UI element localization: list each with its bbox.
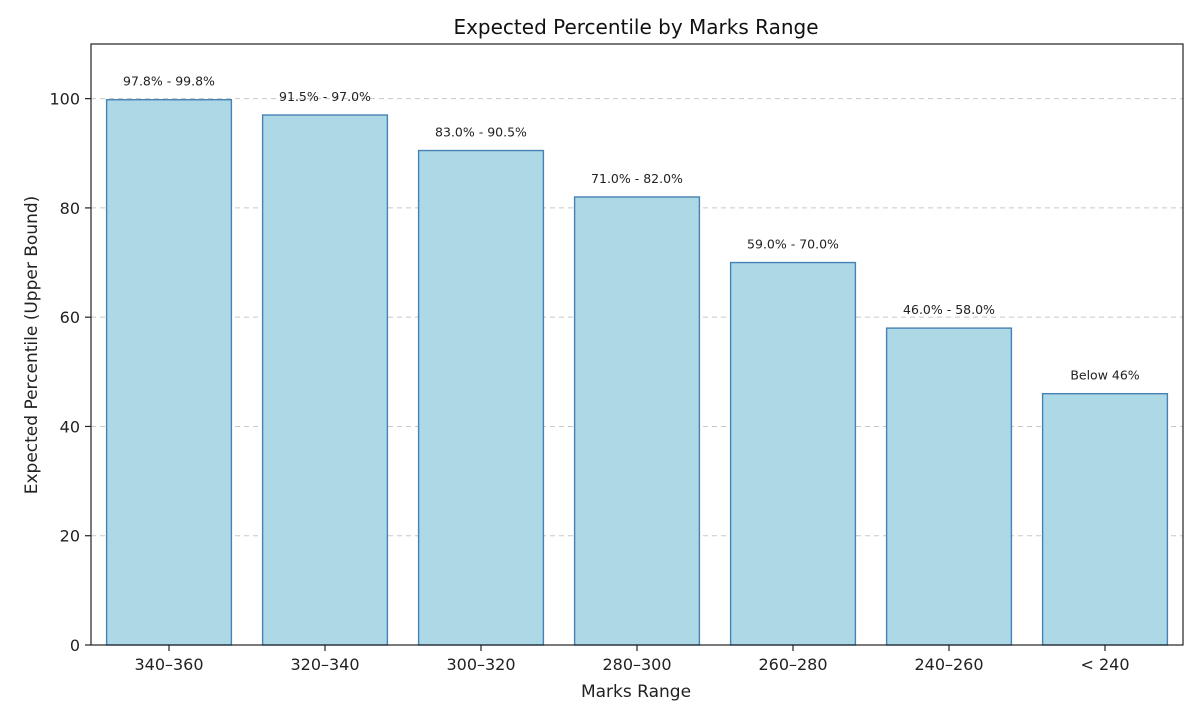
- bar: [1041, 392, 1169, 646]
- x-axis-label: Marks Range: [581, 682, 691, 702]
- bar: [729, 261, 857, 646]
- x-tick-label: < 240: [1080, 655, 1129, 674]
- y-tick-label: 80: [60, 199, 80, 218]
- bar: [417, 149, 545, 646]
- bar-value-label: Below 46%: [1070, 368, 1139, 383]
- bar: [105, 99, 233, 646]
- y-tick-label: 60: [60, 308, 80, 327]
- y-tick-label: 0: [70, 636, 80, 655]
- x-tick-label: 260–280: [758, 655, 827, 674]
- bar-value-labels: 97.8% - 99.8% 91.5% - 97.0% 83.0% - 90.5% 7…: [123, 74, 1140, 383]
- bar-value-label: 59.0% - 70.0%: [747, 237, 839, 252]
- chart-title: Expected Percentile by Marks Range: [453, 15, 818, 39]
- x-axis: 340–360 320–340 300–320 280–300 260–280 240–2…: [134, 645, 1130, 674]
- y-tick-label: 40: [60, 417, 80, 436]
- y-tick-label: 20: [60, 527, 80, 546]
- bars-group: [105, 99, 1169, 646]
- y-tick-label: 100: [49, 90, 80, 109]
- bar-value-label: 91.5% - 97.0%: [279, 89, 371, 104]
- y-axis-label: Expected Percentile (Upper Bound): [22, 196, 42, 495]
- bar: [261, 114, 389, 646]
- x-tick-label: 340–360: [134, 655, 203, 674]
- bar-value-label: 97.8% - 99.8%: [123, 74, 215, 89]
- x-tick-label: 280–300: [602, 655, 671, 674]
- bar: [885, 327, 1013, 646]
- bar-value-label: 71.0% - 82.0%: [591, 171, 683, 186]
- bar: [573, 196, 701, 646]
- x-tick-label: 300–320: [446, 655, 515, 674]
- y-axis: 0 20 40 60 80 100: [49, 90, 91, 655]
- x-tick-label: 320–340: [290, 655, 359, 674]
- bar-value-label: 46.0% - 58.0%: [903, 302, 995, 317]
- bar-value-label: 83.0% - 90.5%: [435, 125, 527, 140]
- x-tick-label: 240–260: [914, 655, 983, 674]
